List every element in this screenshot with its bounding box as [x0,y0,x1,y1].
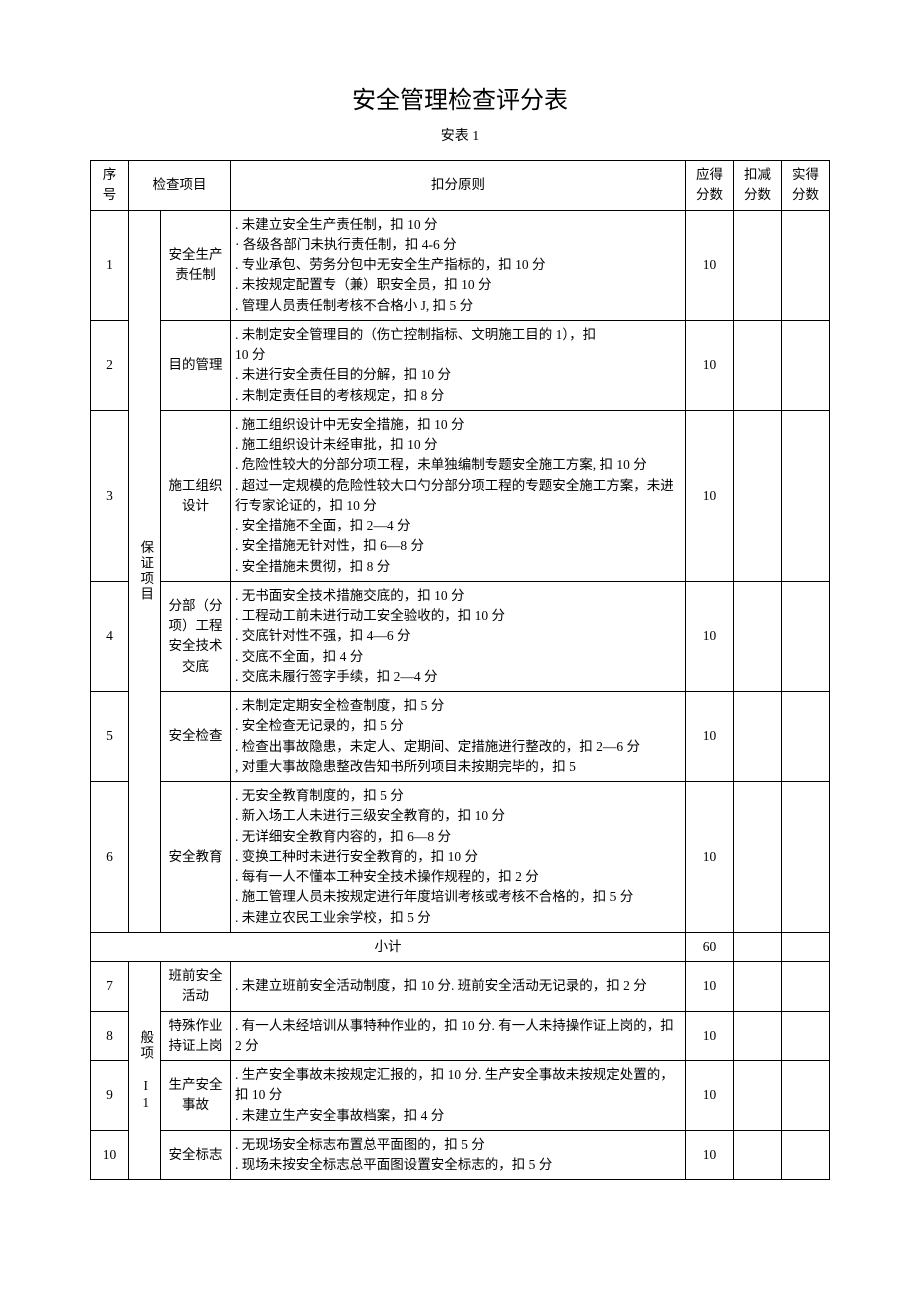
rule-cell: . 无现场安全标志布置总平面图的，扣 5 分. 现场未按安全标志总平面图设置安全… [231,1130,686,1180]
score-table: 序号 检查项目 扣分原则 应得分数 扣减分数 实得分数 1 保证项目 安全生产责… [90,160,830,1180]
score-due-cell: 10 [686,1130,734,1180]
score-actual-cell [782,581,830,691]
seq-cell: 4 [91,581,129,691]
seq-cell: 2 [91,320,129,410]
score-actual-cell [782,692,830,782]
score-deduct-cell [734,692,782,782]
score-due-cell: 10 [686,962,734,1012]
score-due-cell: 10 [686,692,734,782]
score-deduct-cell [734,320,782,410]
seq-cell: 9 [91,1061,129,1131]
header-seq: 序号 [91,161,129,211]
score-due-cell: 10 [686,210,734,320]
item-cell: 安全教育 [161,782,231,933]
subtotal-deduct [734,932,782,961]
item-cell: 分部（分项）工程安全技术交底 [161,581,231,691]
score-due-cell: 10 [686,782,734,933]
score-actual-cell [782,962,830,1012]
score-deduct-cell [734,410,782,581]
table-row: 3 施工组织设计 . 施工组织设计中无安全措施，扣 10 分. 施工组织设计未经… [91,410,830,581]
item-cell: 特殊作业持证上岗 [161,1011,231,1061]
score-deduct-cell [734,962,782,1012]
rule-cell: . 施工组织设计中无安全措施，扣 10 分. 施工组织设计未经审批，扣 10 分… [231,410,686,581]
score-deduct-cell [734,1011,782,1061]
table-row: 1 保证项目 安全生产责任制 . 未建立安全生产责任制，扣 10 分 · 各级各… [91,210,830,320]
seq-cell: 3 [91,410,129,581]
item-cell: 安全生产责任制 [161,210,231,320]
table-row: 6 安全教育 . 无安全教育制度的，扣 5 分. 新入场工人未进行三级安全教育的… [91,782,830,933]
header-score-actual: 实得分数 [782,161,830,211]
rule-cell: . 未建立班前安全活动制度，扣 10 分. 班前安全活动无记录的，扣 2 分 [231,962,686,1012]
score-actual-cell [782,1011,830,1061]
score-actual-cell [782,410,830,581]
header-item: 检查项目 [129,161,231,211]
subtotal-row: 小计 60 [91,932,830,961]
item-cell: 安全标志 [161,1130,231,1180]
subtotal-actual [782,932,830,961]
seq-cell: 6 [91,782,129,933]
header-score-due: 应得分数 [686,161,734,211]
score-due-cell: 10 [686,410,734,581]
score-deduct-cell [734,1130,782,1180]
score-actual-cell [782,1130,830,1180]
seq-cell: 7 [91,962,129,1012]
subtotal-label: 小计 [91,932,686,961]
header-rule: 扣分原则 [231,161,686,211]
item-cell: 生产安全事故 [161,1061,231,1131]
seq-cell: 10 [91,1130,129,1180]
rule-cell: . 无书面安全技术措施交底的，扣 10 分. 工程动工前未进行动工安全验收的，扣… [231,581,686,691]
category-cell: 般项 I1 [129,962,161,1180]
score-due-cell: 10 [686,320,734,410]
subtotal-score: 60 [686,932,734,961]
rule-cell: . 未建立安全生产责任制，扣 10 分 · 各级各部门未执行责任制，扣 4-6 … [231,210,686,320]
seq-cell: 8 [91,1011,129,1061]
header-score-deduct: 扣减分数 [734,161,782,211]
score-deduct-cell [734,1061,782,1131]
category-cell: 保证项目 [129,210,161,932]
score-actual-cell [782,1061,830,1131]
table-row: 9 生产安全事故 . 生产安全事故未按规定汇报的，扣 10 分. 生产安全事故未… [91,1061,830,1131]
rule-cell: . 生产安全事故未按规定汇报的，扣 10 分. 生产安全事故未按规定处置的，扣 … [231,1061,686,1131]
seq-cell: 5 [91,692,129,782]
rule-cell: . 无安全教育制度的，扣 5 分. 新入场工人未进行三级安全教育的，扣 10 分… [231,782,686,933]
score-due-cell: 10 [686,581,734,691]
item-cell: 安全检查 [161,692,231,782]
item-cell: 施工组织设计 [161,410,231,581]
table-row: 4 分部（分项）工程安全技术交底 . 无书面安全技术措施交底的，扣 10 分. … [91,581,830,691]
table-number: 安表 1 [90,125,830,145]
item-cell: 班前安全活动 [161,962,231,1012]
item-cell: 目的管理 [161,320,231,410]
score-due-cell: 10 [686,1011,734,1061]
table-row: 8 特殊作业持证上岗 . 有一人未经培训从事特种作业的，扣 10 分. 有一人未… [91,1011,830,1061]
score-actual-cell [782,320,830,410]
score-due-cell: 10 [686,1061,734,1131]
score-deduct-cell [734,782,782,933]
rule-cell: . 未制定定期安全检查制度，扣 5 分. 安全检查无记录的，扣 5 分 . 检查… [231,692,686,782]
score-actual-cell [782,210,830,320]
header-row: 序号 检查项目 扣分原则 应得分数 扣减分数 实得分数 [91,161,830,211]
seq-cell: 1 [91,210,129,320]
score-actual-cell [782,782,830,933]
table-row: 10 安全标志 . 无现场安全标志布置总平面图的，扣 5 分. 现场未按安全标志… [91,1130,830,1180]
rule-cell: . 有一人未经培训从事特种作业的，扣 10 分. 有一人未持操作证上岗的，扣 2… [231,1011,686,1061]
rule-cell: . 未制定安全管理目的（伤亡控制指标、文明施工目的 1），扣10 分. 未进行安… [231,320,686,410]
table-row: 7 般项 I1 班前安全活动 . 未建立班前安全活动制度，扣 10 分. 班前安… [91,962,830,1012]
table-row: 5 安全检查 . 未制定定期安全检查制度，扣 5 分. 安全检查无记录的，扣 5… [91,692,830,782]
table-row: 2 目的管理 . 未制定安全管理目的（伤亡控制指标、文明施工目的 1），扣10 … [91,320,830,410]
page-title: 安全管理检查评分表 [90,80,830,115]
score-deduct-cell [734,581,782,691]
score-deduct-cell [734,210,782,320]
